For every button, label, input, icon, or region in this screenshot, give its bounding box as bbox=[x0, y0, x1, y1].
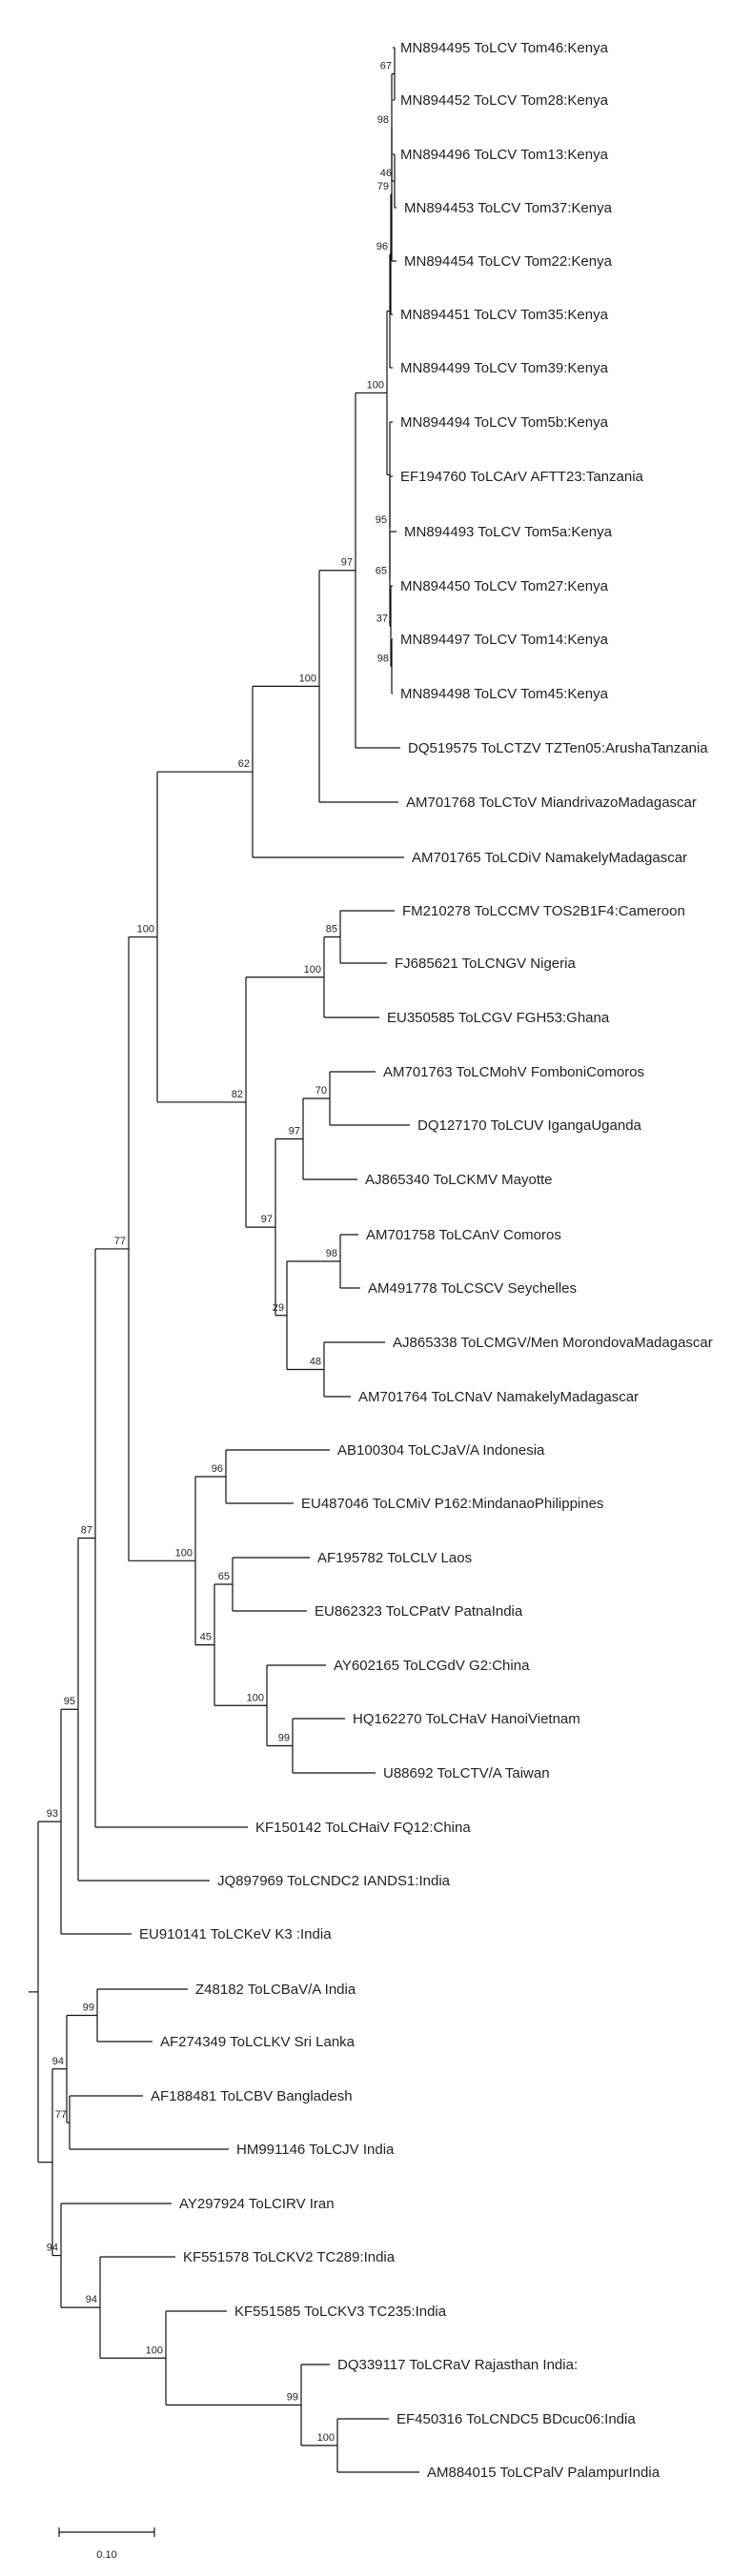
taxon-label: MN894494 ToLCV Tom5b:Kenya bbox=[400, 414, 609, 431]
taxon-label: MN894493 ToLCV Tom5a:Kenya bbox=[404, 524, 613, 540]
taxon-label: AM701758 ToLCAnV Comoros bbox=[366, 1227, 561, 1243]
bootstrap-value: 98 bbox=[377, 654, 389, 665]
bootstrap-value: 94 bbox=[86, 2294, 97, 2305]
taxon-label: Z48182 ToLCBaV/A India bbox=[195, 1982, 356, 1998]
taxon-label: AM701765 ToLCDiV NamakelyMadagascar bbox=[412, 850, 687, 866]
taxon-label: AB100304 ToLCJaV/A Indonesia bbox=[337, 1442, 545, 1459]
scale-bar: 0.10 bbox=[58, 2527, 155, 2561]
taxon-label: EF450316 ToLCNDC5 BDcuc06:India bbox=[396, 2411, 636, 2427]
bootstrap-value: 45 bbox=[200, 1632, 212, 1643]
taxon-label: KF150142 ToLCHaiV FQ12:China bbox=[255, 1820, 471, 1836]
bootstrap-value: 97 bbox=[261, 1214, 273, 1225]
taxon-label: JQ897969 ToLCNDC2 IANDS1:India bbox=[217, 1873, 451, 1889]
bootstrap-value: 97 bbox=[289, 1126, 300, 1137]
taxon-label: EU862323 ToLCPatV PatnaIndia bbox=[315, 1603, 523, 1620]
taxon-label: MN894451 ToLCV Tom35:Kenya bbox=[400, 307, 609, 323]
taxon-label: DQ519575 ToLCTZV TZTen05:ArushaTanzania bbox=[408, 740, 708, 756]
bootstrap-value: 100 bbox=[317, 2432, 335, 2444]
bootstrap-value: 37 bbox=[376, 613, 388, 624]
taxon-label: EF194760 ToLCArV AFTT23:Tanzania bbox=[400, 469, 644, 485]
bootstrap-value: 82 bbox=[232, 1089, 243, 1100]
bootstrap-value: 77 bbox=[114, 1236, 126, 1247]
bootstrap-value: 87 bbox=[81, 1524, 92, 1536]
taxon-label: MN894495 ToLCV Tom46:Kenya bbox=[400, 40, 609, 56]
taxon-label: AY297924 ToLCIRV Iran bbox=[179, 2196, 335, 2212]
taxon-label: AF188481 ToLCBV Bangladesh bbox=[151, 2088, 353, 2104]
taxon-label: HQ162270 ToLCHaV HanoiVietnam bbox=[353, 1711, 580, 1727]
taxon-label: MN894453 ToLCV Tom37:Kenya bbox=[404, 200, 613, 216]
bootstrap-value: 29 bbox=[273, 1302, 284, 1314]
bootstrap-value: 99 bbox=[278, 1733, 290, 1744]
taxon-label: AY602165 ToLCGdV G2:China bbox=[334, 1658, 530, 1674]
taxon-label: MN894450 ToLCV Tom27:Kenya bbox=[400, 578, 609, 594]
bootstrap-value: 94 bbox=[47, 2243, 58, 2254]
bootstrap-value: 48 bbox=[310, 1357, 321, 1368]
bootstrap-value: 98 bbox=[326, 1248, 337, 1259]
bootstrap-value: 95 bbox=[64, 1696, 75, 1707]
bootstrap-value: 95 bbox=[376, 514, 387, 526]
bootstrap-values: 67 46 98 79 96 98 37 65 95 100 97 100 62 85 100 70 97 98 4… bbox=[47, 61, 392, 2445]
bootstrap-value: 85 bbox=[326, 924, 337, 936]
taxon-label: AJ865338 ToLCMGV/Men MorondovaMadagascar bbox=[393, 1335, 713, 1351]
bootstrap-value: 100 bbox=[247, 1692, 264, 1703]
bootstrap-value: 94 bbox=[52, 2056, 64, 2067]
taxon-label: DQ339117 ToLCRaV Rajasthan India: bbox=[337, 2357, 578, 2373]
taxon-label: AM701763 ToLCMohV FomboniComoros bbox=[383, 1064, 644, 1080]
taxon-label: AM701764 ToLCNaV NamakelyMadagascar bbox=[358, 1389, 639, 1405]
taxon-label: MN894499 ToLCV Tom39:Kenya bbox=[400, 360, 609, 376]
bootstrap-value: 93 bbox=[47, 1808, 58, 1820]
bootstrap-value: 100 bbox=[146, 2345, 163, 2356]
bootstrap-value: 100 bbox=[299, 673, 316, 684]
taxon-label: EU350585 ToLCGV FGH53:Ghana bbox=[387, 1010, 610, 1026]
bootstrap-value: 97 bbox=[341, 557, 353, 569]
bootstrap-value: 96 bbox=[376, 241, 388, 252]
bootstrap-value: 77 bbox=[55, 2109, 67, 2121]
taxon-label: KF551578 ToLCKV2 TC289:India bbox=[183, 2249, 396, 2265]
bootstrap-value: 100 bbox=[175, 1547, 193, 1559]
bootstrap-value: 99 bbox=[287, 2392, 298, 2404]
bootstrap-value: 46 bbox=[380, 168, 392, 179]
taxon-label: KF551585 ToLCKV3 TC235:India bbox=[234, 2304, 447, 2320]
taxon-label: MN894498 ToLCV Tom45:Kenya bbox=[400, 686, 609, 702]
taxon-label: AM491778 ToLCSCV Seychelles bbox=[368, 1280, 577, 1297]
taxon-label: DQ127170 ToLCUV IgangaUganda bbox=[417, 1117, 642, 1134]
taxon-label: MN894452 ToLCV Tom28:Kenya bbox=[400, 92, 609, 109]
taxon-label: HM991146 ToLCJV India bbox=[236, 2142, 395, 2158]
bootstrap-value: 100 bbox=[367, 379, 384, 391]
bootstrap-value: 100 bbox=[304, 964, 321, 976]
scale-bar-label: 0.10 bbox=[96, 2549, 116, 2561]
taxon-labels: MN894495 ToLCV Tom46:Kenya MN894452 ToLCV… bbox=[139, 40, 713, 2481]
bootstrap-value: 65 bbox=[218, 1571, 230, 1582]
taxon-label: FJ685621 ToLCNGV Nigeria bbox=[395, 956, 576, 972]
taxon-label: MN894497 ToLCV Tom14:Kenya bbox=[400, 632, 609, 648]
bootstrap-value: 67 bbox=[380, 61, 392, 72]
taxon-label: MN894454 ToLCV Tom22:Kenya bbox=[404, 253, 613, 270]
taxon-label: AF274349 ToLCLKV Sri Lanka bbox=[160, 2034, 356, 2050]
tree-branches bbox=[29, 47, 419, 2473]
taxon-label: EU487046 ToLCMiV P162:MindanaoPhilippine… bbox=[301, 1496, 603, 1512]
bootstrap-value: 62 bbox=[238, 758, 250, 770]
bootstrap-value: 65 bbox=[376, 566, 387, 577]
bootstrap-value: 99 bbox=[83, 2002, 94, 2014]
taxon-label: AM701768 ToLCToV MiandrivazoMadagascar bbox=[406, 795, 697, 811]
taxon-label: AJ865340 ToLCKMV Mayotte bbox=[365, 1172, 553, 1188]
bootstrap-value: 96 bbox=[212, 1463, 223, 1475]
bootstrap-value: 98 bbox=[377, 114, 389, 126]
taxon-label: MN894496 ToLCV Tom13:Kenya bbox=[400, 147, 609, 163]
bootstrap-value: 70 bbox=[315, 1085, 327, 1097]
taxon-label: U88692 ToLCTV/A Taiwan bbox=[383, 1765, 550, 1781]
taxon-label: AF195782 ToLCLV Laos bbox=[317, 1550, 472, 1566]
taxon-label: AM884015 ToLCPalV PalampurIndia bbox=[427, 2465, 661, 2481]
taxon-label: FM210278 ToLCCMV TOS2B1F4:Cameroon bbox=[402, 903, 685, 919]
bootstrap-value: 79 bbox=[377, 181, 389, 192]
taxon-label: EU910141 ToLCKeV K3 :India bbox=[139, 1926, 332, 1942]
bootstrap-value: 100 bbox=[137, 924, 154, 936]
